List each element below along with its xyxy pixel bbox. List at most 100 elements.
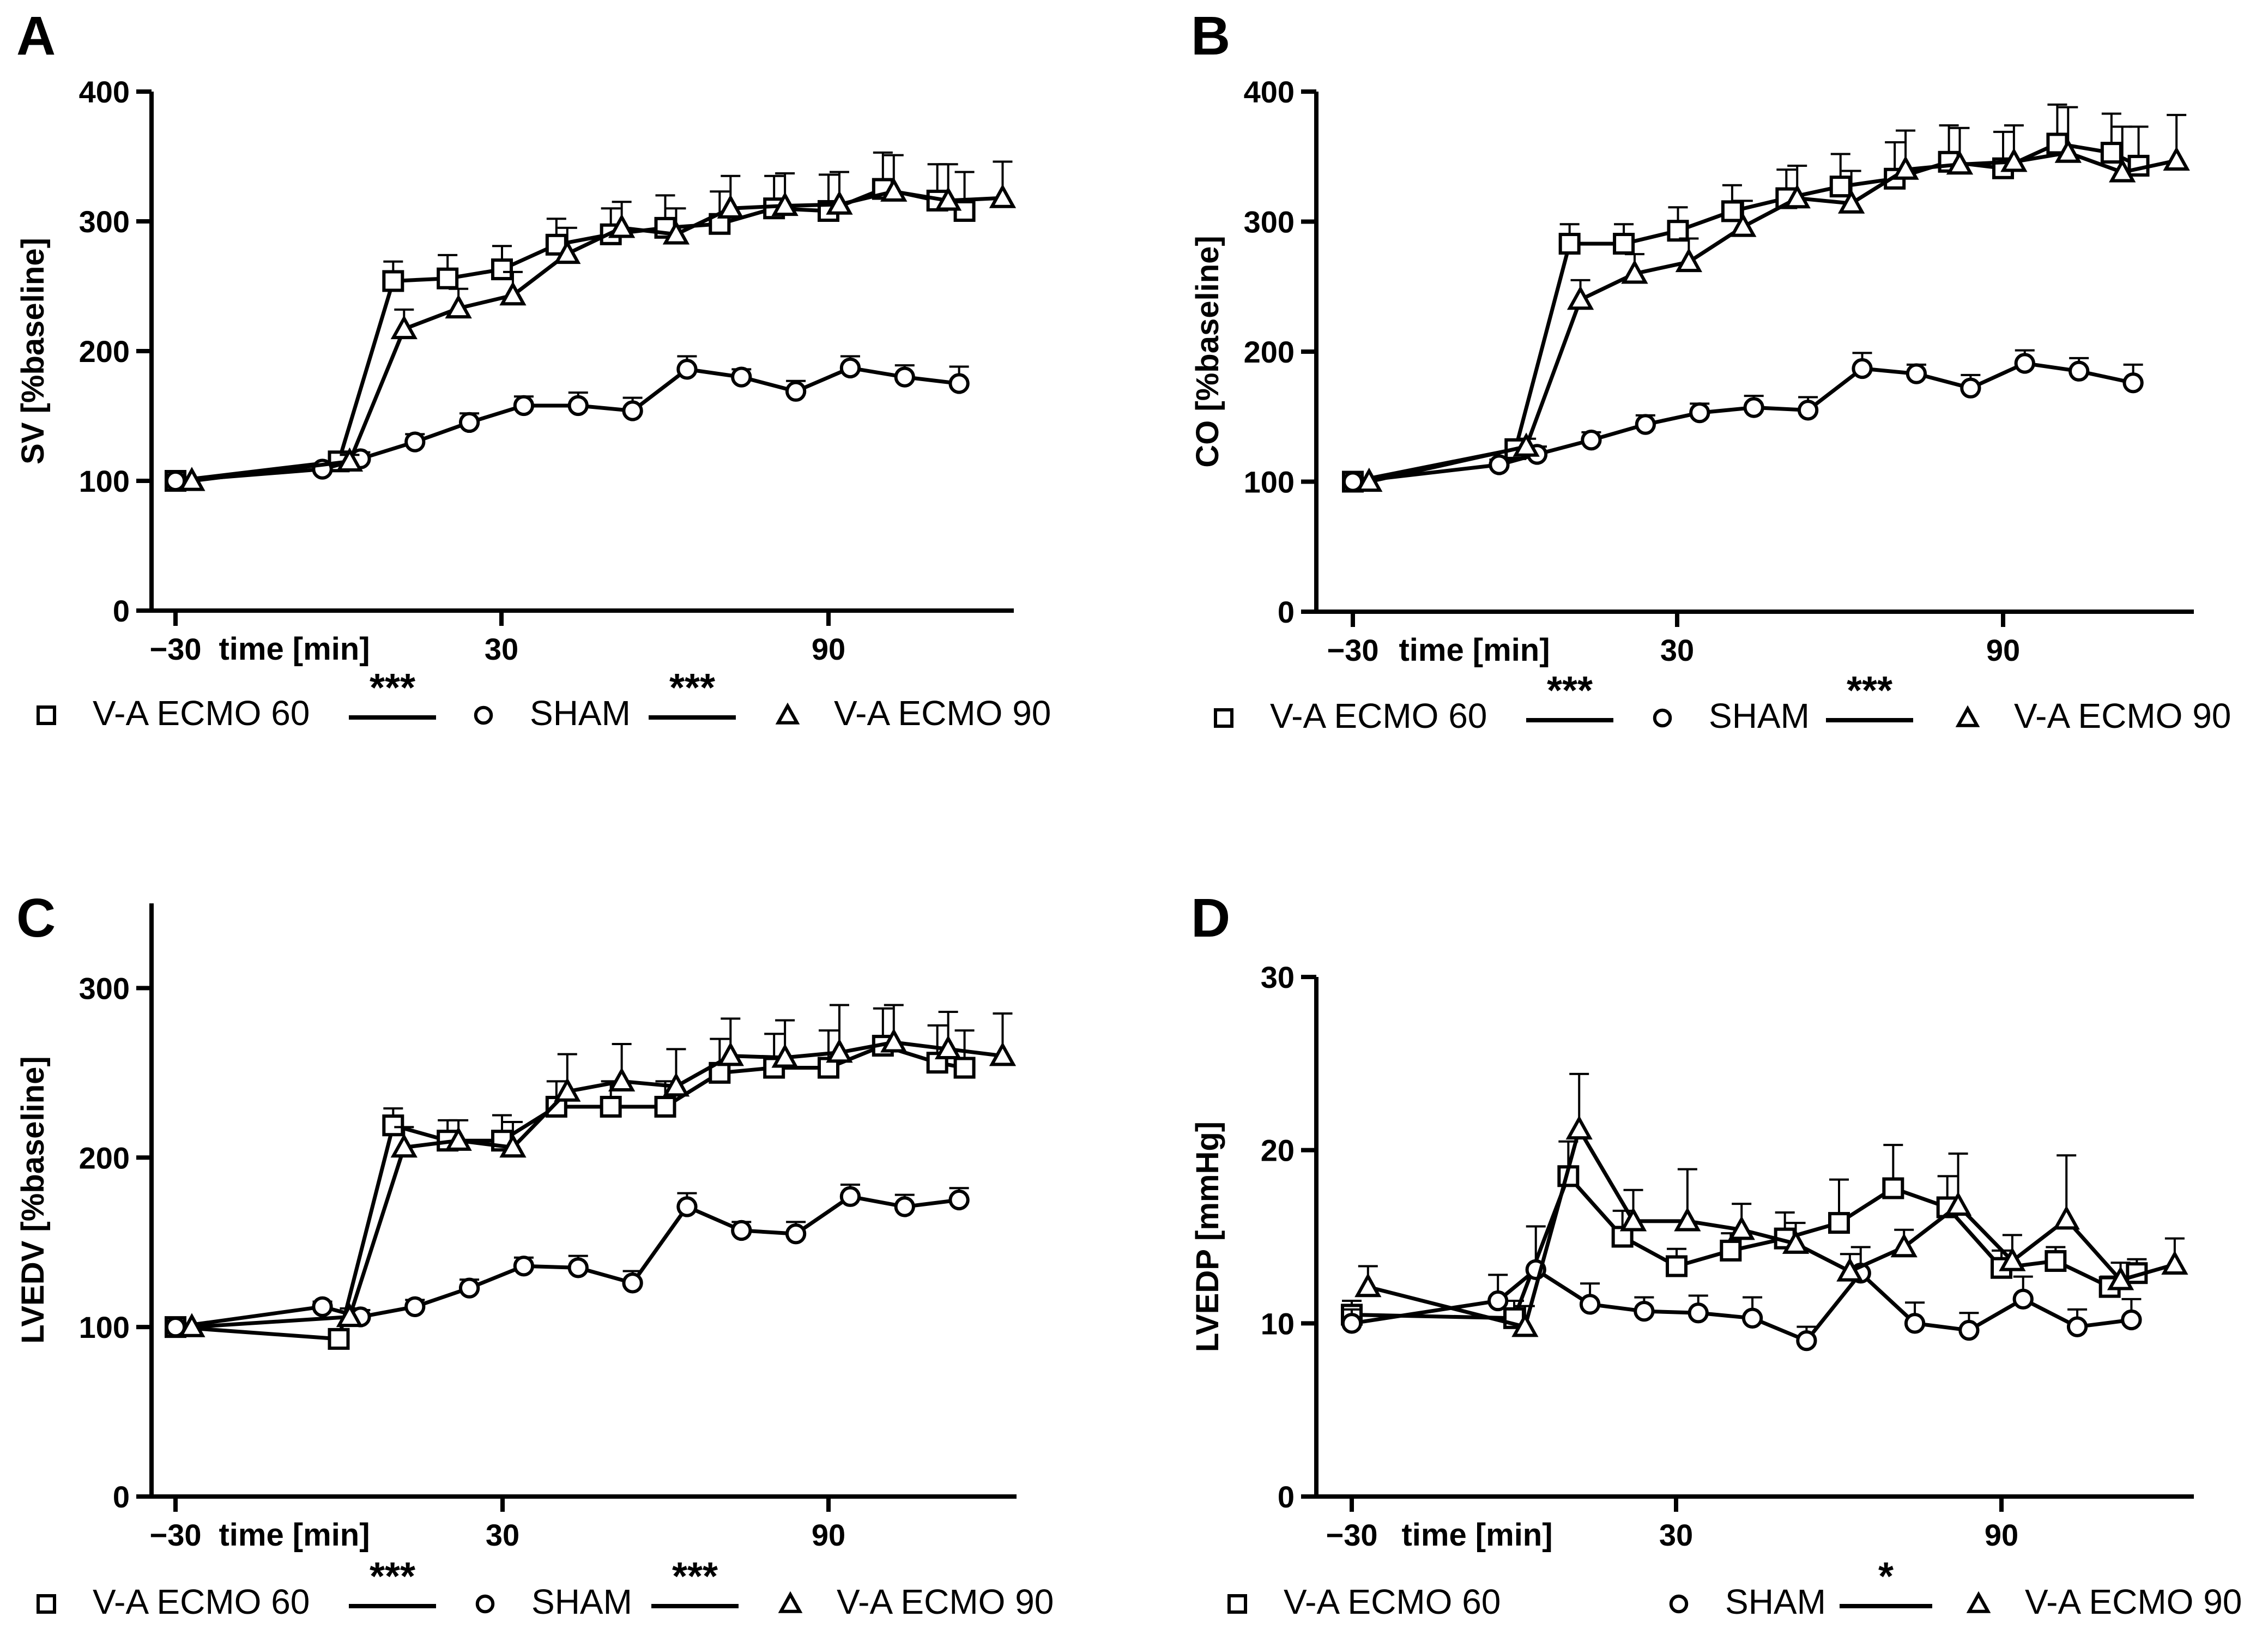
panel-a: A 0 100 200 300 400 −30 30 90 time [min] SV [%base…	[15, 5, 1051, 733]
series-line	[1352, 361, 2134, 484]
data-point	[328, 1328, 350, 1350]
data-point	[1828, 1212, 1850, 1234]
data-point	[622, 1272, 643, 1294]
data-point	[2045, 1250, 2067, 1272]
data-point	[989, 1042, 1017, 1066]
panel-letter: A	[16, 5, 56, 67]
significance-label: *	[1878, 1555, 1894, 1598]
y-tick-label: 300	[79, 204, 130, 239]
data-point	[2054, 138, 2082, 163]
data-point	[785, 1223, 807, 1245]
legend-marker	[475, 1594, 495, 1614]
data-point	[1558, 233, 1581, 255]
data-point	[771, 1043, 799, 1068]
legend-marker	[1966, 1591, 1991, 1613]
data-point	[1743, 397, 1764, 418]
data-point	[1688, 1302, 1709, 1324]
data-point	[382, 1114, 404, 1137]
panel-letter: B	[1191, 5, 1230, 67]
data-point	[404, 1296, 426, 1317]
data-point	[2163, 146, 2190, 171]
data-point	[567, 395, 589, 417]
series-line	[175, 186, 965, 483]
data-point	[1634, 1300, 1655, 1322]
significance-label: ***	[370, 666, 415, 710]
data-point	[1783, 184, 1811, 209]
legend-marker	[37, 1594, 56, 1614]
legend: V-A ECMO 60 SHAM V-A ECMO 90	[1214, 696, 2231, 735]
series-v-a-ecmo-90	[1356, 106, 2190, 492]
data-point	[1882, 1177, 1904, 1199]
data-point	[499, 1133, 527, 1158]
legend-marker	[474, 705, 493, 725]
data-point	[1511, 1312, 1539, 1337]
panel-b: B 0 100 200 300 400 −30 30 90 time [min] CO [%base…	[1190, 5, 2231, 735]
data-point	[312, 1296, 333, 1317]
data-point	[2012, 1288, 2034, 1310]
data-point	[1513, 432, 1540, 457]
data-point	[1489, 454, 1510, 475]
data-point	[1721, 200, 1743, 222]
data-point	[1796, 1330, 1817, 1352]
data-point	[1904, 1313, 1926, 1334]
data-point	[1689, 402, 1710, 424]
panel-letter: D	[1191, 888, 1230, 949]
data-point	[600, 1096, 622, 1118]
y-axis-label: LVEDV [%baseline]	[15, 1056, 51, 1344]
data-point	[567, 1257, 589, 1278]
data-point	[445, 294, 472, 319]
legend-label: V-A ECMO 90	[834, 693, 1051, 733]
y-tick-label: 30	[1261, 960, 1295, 994]
legend: V-A ECMO 60 SHAM V-A ECMO 90	[37, 693, 1051, 733]
legend-marker	[1669, 1594, 1689, 1614]
data-point	[1836, 1257, 1864, 1282]
data-point	[336, 447, 364, 472]
significance-label: ***	[370, 1555, 415, 1598]
y-tick-label: 10	[1261, 1306, 1295, 1341]
series-v-a-ecmo-90	[178, 1004, 1017, 1337]
data-point	[1613, 233, 1635, 255]
data-point	[948, 1189, 970, 1211]
y-tick-label: 200	[79, 1141, 130, 1175]
legend-label: V-A ECMO 90	[837, 1582, 1054, 1621]
data-point	[1797, 400, 1819, 421]
x-tick-label: −30	[1326, 1518, 1378, 1552]
x-tick-label: −30	[150, 632, 202, 666]
series-line	[175, 1194, 960, 1329]
series-v-a-ecmo-90	[1354, 1072, 2188, 1337]
data-point	[1720, 1239, 1742, 1262]
y-tick-label: 0	[1278, 1480, 1295, 1514]
data-point	[491, 258, 513, 281]
data-point	[662, 1072, 690, 1097]
data-point	[445, 1126, 472, 1151]
y-tick-label: 100	[1244, 465, 1295, 499]
legend-label: V-A ECMO 90	[2014, 696, 2231, 735]
data-point	[2121, 1309, 2142, 1331]
x-axis-label: time [min]	[219, 631, 370, 667]
legend-label: V-A ECMO 60	[93, 1582, 310, 1621]
data-point	[554, 1077, 581, 1102]
data-point	[1892, 155, 1919, 180]
series-sham	[1341, 1225, 2142, 1352]
y-tick-label: 200	[79, 334, 130, 369]
data-point	[458, 412, 480, 433]
data-point	[390, 1133, 418, 1158]
data-point	[608, 214, 636, 238]
data-point	[2100, 142, 2122, 164]
x-tick-label: 90	[812, 1518, 845, 1552]
series-line	[1369, 150, 2177, 484]
series-line	[175, 366, 960, 483]
series-v-a-ecmo-60	[1342, 103, 2150, 493]
x-tick-label: 30	[1659, 1518, 1693, 1552]
y-tick-label: 0	[113, 594, 130, 628]
legend-marker	[775, 702, 800, 725]
legend-label: SHAM	[531, 1582, 632, 1621]
legend: V-A ECMO 60 SHAM V-A ECMO 90	[37, 1582, 1054, 1621]
data-point	[1567, 285, 1594, 310]
data-point	[2066, 1316, 2088, 1337]
data-point	[894, 366, 915, 388]
data-point	[178, 1313, 205, 1337]
data-point	[1837, 189, 1865, 214]
x-tick-label: 30	[485, 632, 518, 666]
